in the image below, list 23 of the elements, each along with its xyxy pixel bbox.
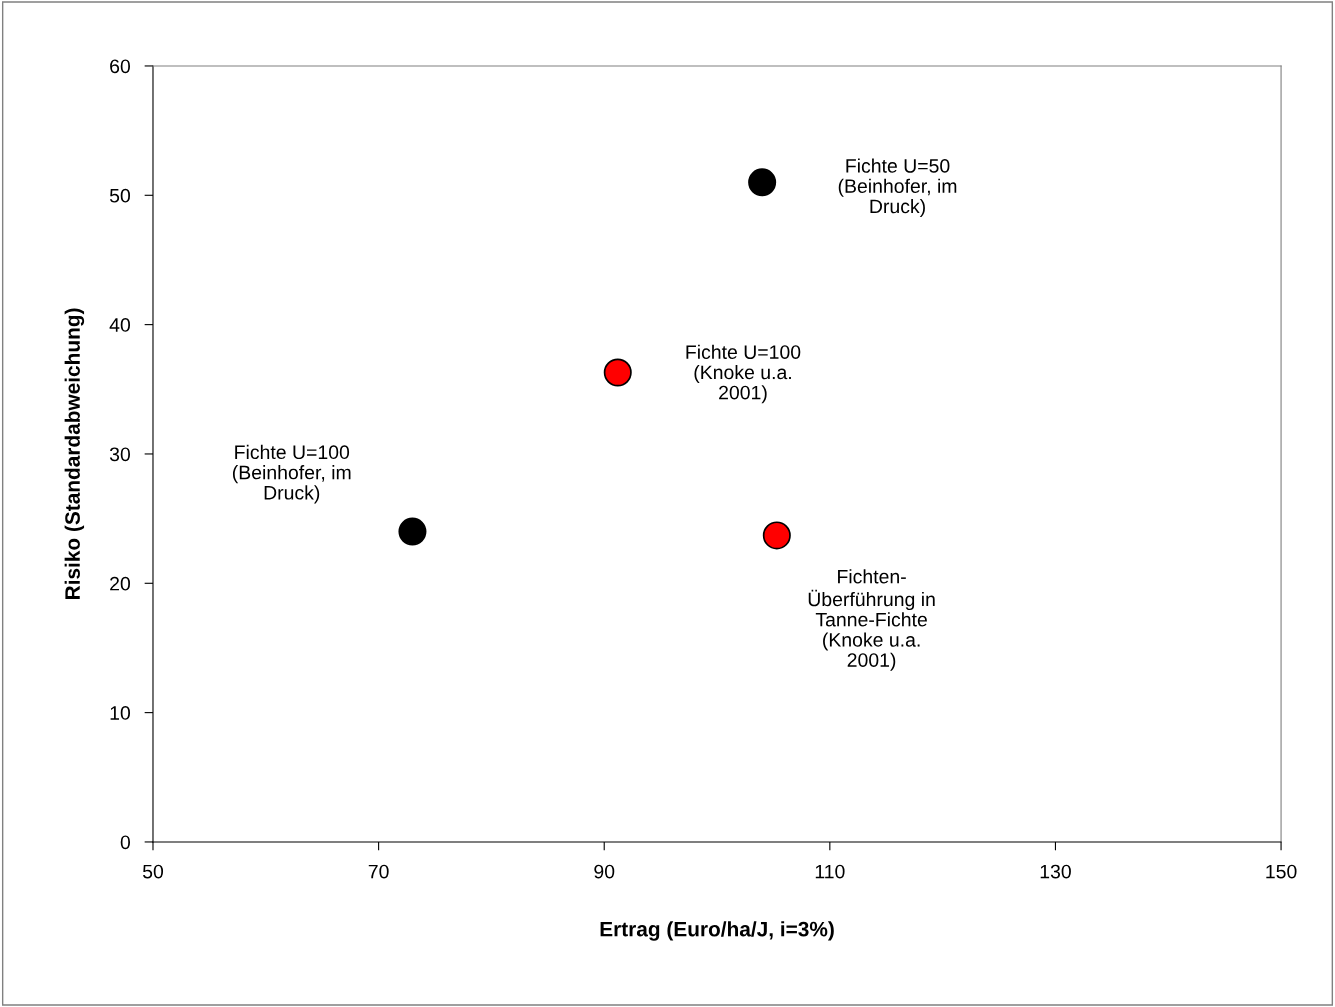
- point: [398, 517, 427, 546]
- point: [748, 168, 777, 197]
- y-tick-label: 40: [109, 318, 131, 332]
- annotation: Fichte U=100 (Knoke u.a. 2001): [686, 344, 801, 404]
- x-tick-label: 150: [1266, 864, 1297, 879]
- annotation: Fichte U=50 (Beinhofer, im Druck): [838, 158, 957, 218]
- x-tick-label: 130: [1040, 864, 1071, 879]
- x-tick-label: 70: [368, 864, 389, 879]
- x-tick-label: 90: [594, 864, 615, 879]
- y-tick-label: 60: [110, 59, 131, 74]
- y-tick-label: 50: [109, 188, 131, 203]
- x-tick-label: 50: [142, 864, 164, 879]
- x-axis-title: Ertrag (Euro/ha/J, i=3%): [600, 921, 834, 941]
- y-tick-label: 30: [109, 447, 131, 462]
- y-tick-label: 0: [120, 835, 131, 850]
- point: [603, 358, 632, 387]
- annotation: Fichten- Überführung in Tanne-Fichte (Knoke u.a. 2001): [808, 569, 935, 671]
- annotation: Fichte U=100 (Beinhofer, im Druck): [232, 444, 351, 504]
- y-tick-label: 10: [110, 706, 131, 720]
- point: [762, 521, 791, 550]
- y-tick-label: 20: [110, 576, 131, 591]
- x-tick-label: 110: [815, 864, 845, 879]
- y-axis-title: Risiko (Standardabweichung): [64, 308, 85, 599]
